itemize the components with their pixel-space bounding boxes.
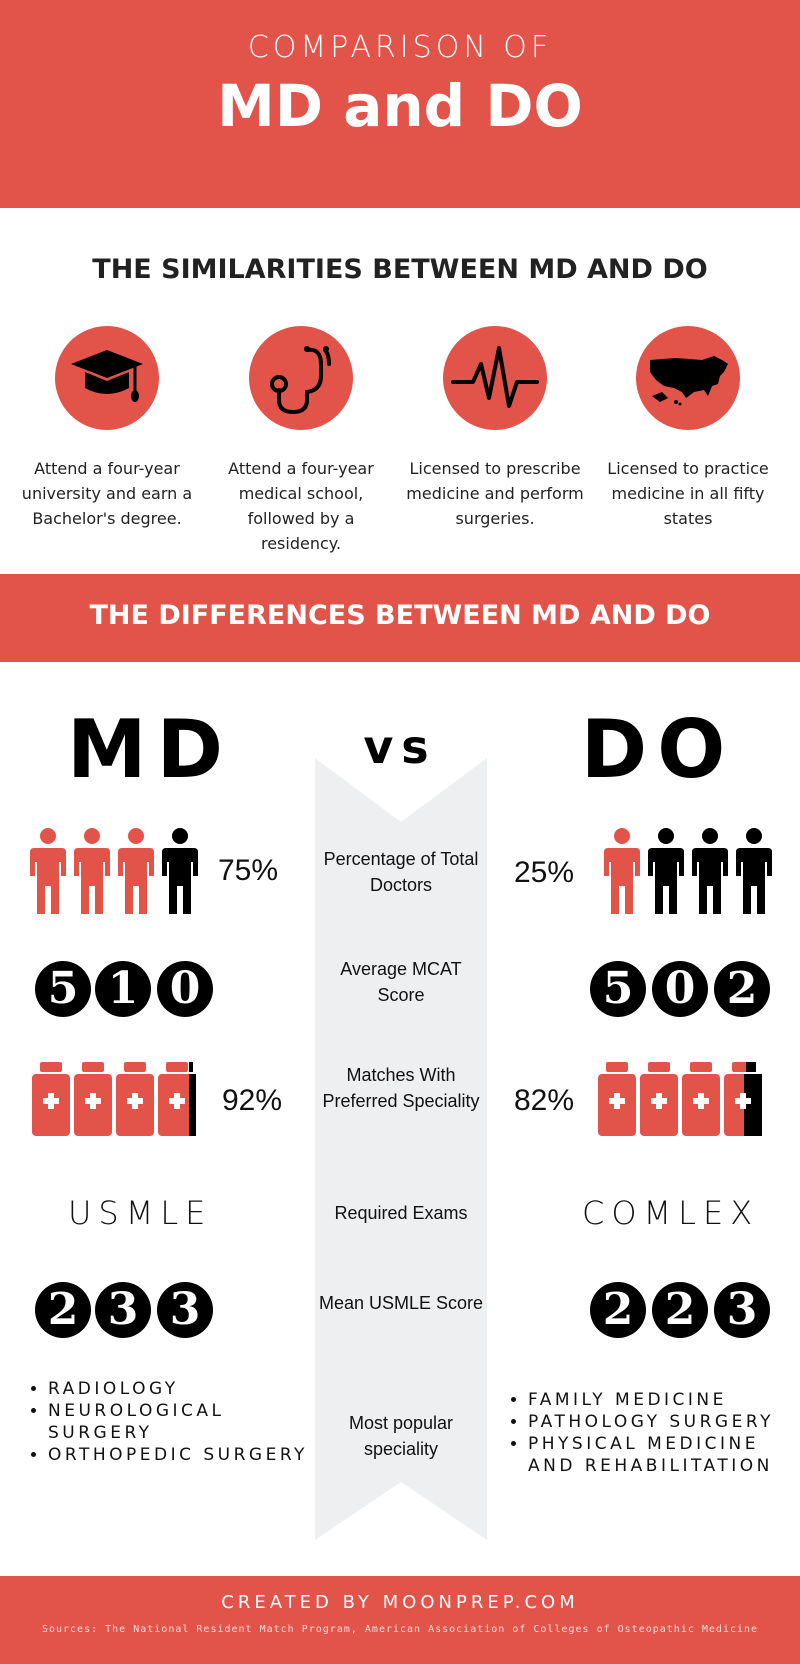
do-exam-name: COMLEX	[582, 1194, 760, 1232]
md-speciality-list: RADIOLOGY NEUROLOGICAL SURGERY ORTHOPEDI…	[26, 1378, 316, 1466]
similarity-text-licensed-prescribe: Licensed to prescribe medicine and perfo…	[406, 459, 584, 528]
usa-map-icon	[636, 326, 740, 430]
header-banner	[0, 0, 800, 208]
mcat-row-label: Average MCAT Score	[340, 959, 462, 1005]
do-mcat-digit: 5	[590, 961, 646, 1017]
md-mcat-digit: 0	[157, 961, 213, 1017]
md-medicine-bottle-icons	[32, 1062, 204, 1138]
similarity-text-medical-school: Attend a four-year medical school, follo…	[228, 459, 374, 553]
list-item: RADIOLOGY	[48, 1378, 316, 1400]
md-doctors-percentage: 75%	[218, 854, 279, 887]
speciality-row-label: Most popular speciality	[348, 1413, 454, 1459]
md-doctor-people-icons	[30, 828, 205, 916]
do-usmle-digit: 3	[714, 1282, 770, 1338]
footer-created-by: CREATED BY MOONPREP.COM	[221, 1592, 579, 1613]
do-usmle-digit: 2	[590, 1282, 646, 1338]
do-doctor-people-icons	[604, 828, 779, 916]
do-mcat-digit: 2	[714, 961, 770, 1017]
differences-heading: THE DIFFERENCES BETWEEN MD AND DO	[89, 600, 711, 631]
vs-label: vs	[363, 720, 437, 774]
list-item: NEUROLOGICAL SURGERY	[48, 1400, 316, 1444]
do-speciality-list: FAMILY MEDICINE PATHOLOGY SURGERY PHYSIC…	[506, 1389, 796, 1477]
do-matches-percentage: 82%	[514, 1084, 575, 1117]
usmle-row-label: Mean USMLE Score	[318, 1293, 484, 1313]
do-usmle-digit: 2	[652, 1282, 708, 1338]
md-label: MD	[66, 703, 233, 796]
similarity-text-bachelor: Attend a four-year university and earn a…	[21, 459, 193, 528]
center-ribbon	[315, 758, 487, 1540]
do-medicine-bottle-icons	[598, 1062, 770, 1138]
similarities-heading: THE SIMILARITIES BETWEEN MD AND DO	[92, 254, 708, 285]
stethoscope-icon	[249, 326, 353, 430]
md-mcat-digit: 5	[35, 961, 91, 1017]
doctors-row-label: Percentage of Total Doctors	[323, 849, 479, 895]
do-mcat-digit: 0	[652, 961, 708, 1017]
md-exam-name: USMLE	[68, 1194, 213, 1232]
footer-banner	[0, 1576, 800, 1664]
similarity-text-licensed-states: Licensed to practice medicine in all fif…	[607, 459, 769, 528]
md-usmle-digit: 2	[35, 1282, 91, 1338]
page-title: MD and DO	[217, 72, 583, 140]
graduation-cap-icon	[55, 326, 159, 430]
differences-banner	[0, 574, 800, 662]
md-usmle-digit: 3	[95, 1282, 151, 1338]
exams-row-label: Required Exams	[334, 1203, 468, 1223]
md-matches-percentage: 92%	[222, 1084, 283, 1117]
matches-row-label: Matches With Preferred Speciality	[322, 1065, 480, 1111]
footer-sources: Sources: The National Resident Match Pro…	[41, 1624, 759, 1635]
header-subtitle: COMPARISON OF	[247, 30, 553, 65]
list-item: FAMILY MEDICINE	[528, 1389, 796, 1411]
list-item: PHYSICAL MEDICINE AND REHABILITATION	[528, 1433, 796, 1477]
list-item: ORTHOPEDIC SURGERY	[48, 1444, 316, 1466]
do-label: DO	[580, 703, 736, 796]
heartbeat-icon	[443, 326, 547, 430]
md-mcat-digit: 1	[95, 961, 151, 1017]
list-item: PATHOLOGY SURGERY	[528, 1411, 796, 1433]
do-doctors-percentage: 25%	[514, 856, 575, 889]
md-usmle-digit: 3	[157, 1282, 213, 1338]
